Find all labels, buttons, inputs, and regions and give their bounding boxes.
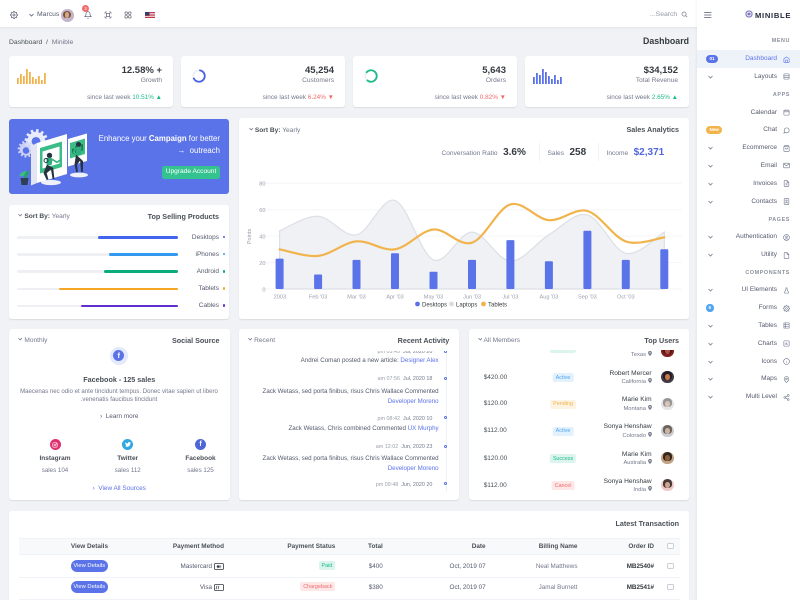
svg-text:20: 20: [259, 260, 265, 266]
svg-text:Mar '03: Mar '03: [347, 294, 365, 300]
svg-text:2003: 2003: [273, 294, 285, 300]
svg-text:80: 80: [259, 181, 265, 187]
svg-text:Jul '03: Jul '03: [502, 294, 518, 300]
svg-text:Tablets: Tablets: [488, 302, 507, 308]
svg-text:Jun '03: Jun '03: [463, 294, 481, 300]
svg-text:Apr '03: Apr '03: [386, 294, 404, 300]
svg-text:May '03: May '03: [423, 294, 442, 300]
svg-text:40: 40: [259, 234, 265, 240]
svg-text:60: 60: [259, 208, 265, 214]
svg-text:Oct '03: Oct '03: [617, 294, 635, 300]
svg-text:Aug '03: Aug '03: [539, 294, 558, 300]
svg-text:Points: Points: [247, 228, 253, 244]
svg-text:Feb '03: Feb '03: [308, 294, 326, 300]
svg-text:Desktops: Desktops: [422, 302, 447, 308]
svg-text:0: 0: [262, 287, 265, 293]
svg-text:Laptops: Laptops: [456, 302, 477, 308]
svg-text:Sep '03: Sep '03: [577, 294, 596, 300]
